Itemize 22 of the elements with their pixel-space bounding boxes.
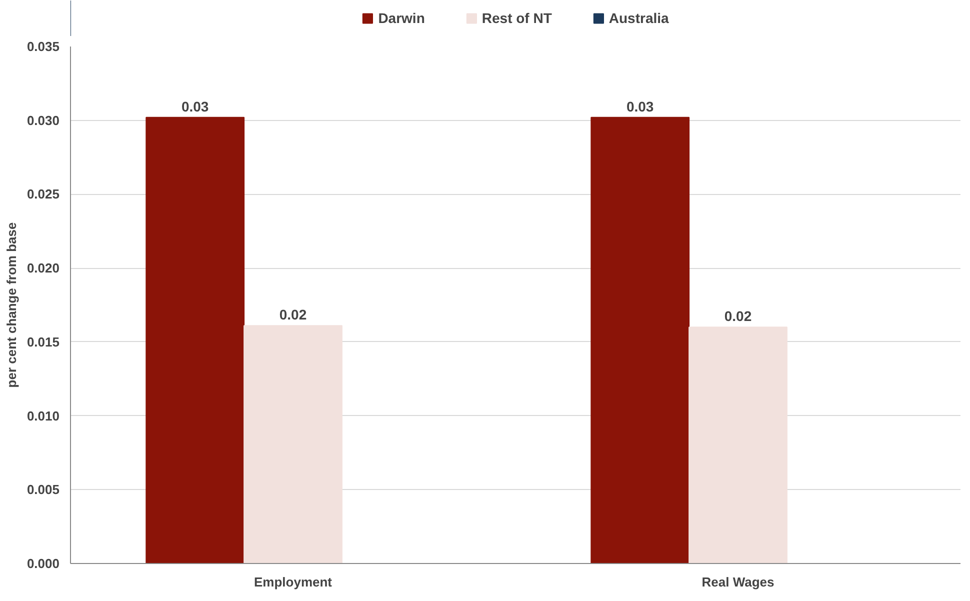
bar xyxy=(244,325,342,564)
data-label: 0.03 xyxy=(626,98,654,114)
y-tick-label: 0.005 xyxy=(26,482,60,498)
y-tick-label: 0.010 xyxy=(26,408,60,424)
y-tick-label: 0.000 xyxy=(26,556,60,571)
bar xyxy=(146,116,245,564)
legend-label: Rest of NT xyxy=(482,10,552,26)
x-tick-label: Employment xyxy=(254,574,333,590)
y-axis-title: per cent change from base xyxy=(4,222,19,388)
y-tick-label: 0.025 xyxy=(26,186,60,202)
bar xyxy=(590,116,690,564)
y-tick-label: 0.035 xyxy=(26,39,60,54)
legend-label: Darwin xyxy=(378,10,425,26)
y-tick-label: 0.015 xyxy=(26,334,60,350)
legend-label: Australia xyxy=(608,10,669,26)
x-tick-label: Real Wages xyxy=(702,574,774,590)
y-tick-label: 0.020 xyxy=(26,260,60,276)
y-tick-label: 0.030 xyxy=(26,112,60,128)
bar xyxy=(688,326,788,564)
data-label: 0.02 xyxy=(279,306,307,323)
data-label: 0.02 xyxy=(724,308,752,324)
data-label: 0.03 xyxy=(181,98,209,114)
